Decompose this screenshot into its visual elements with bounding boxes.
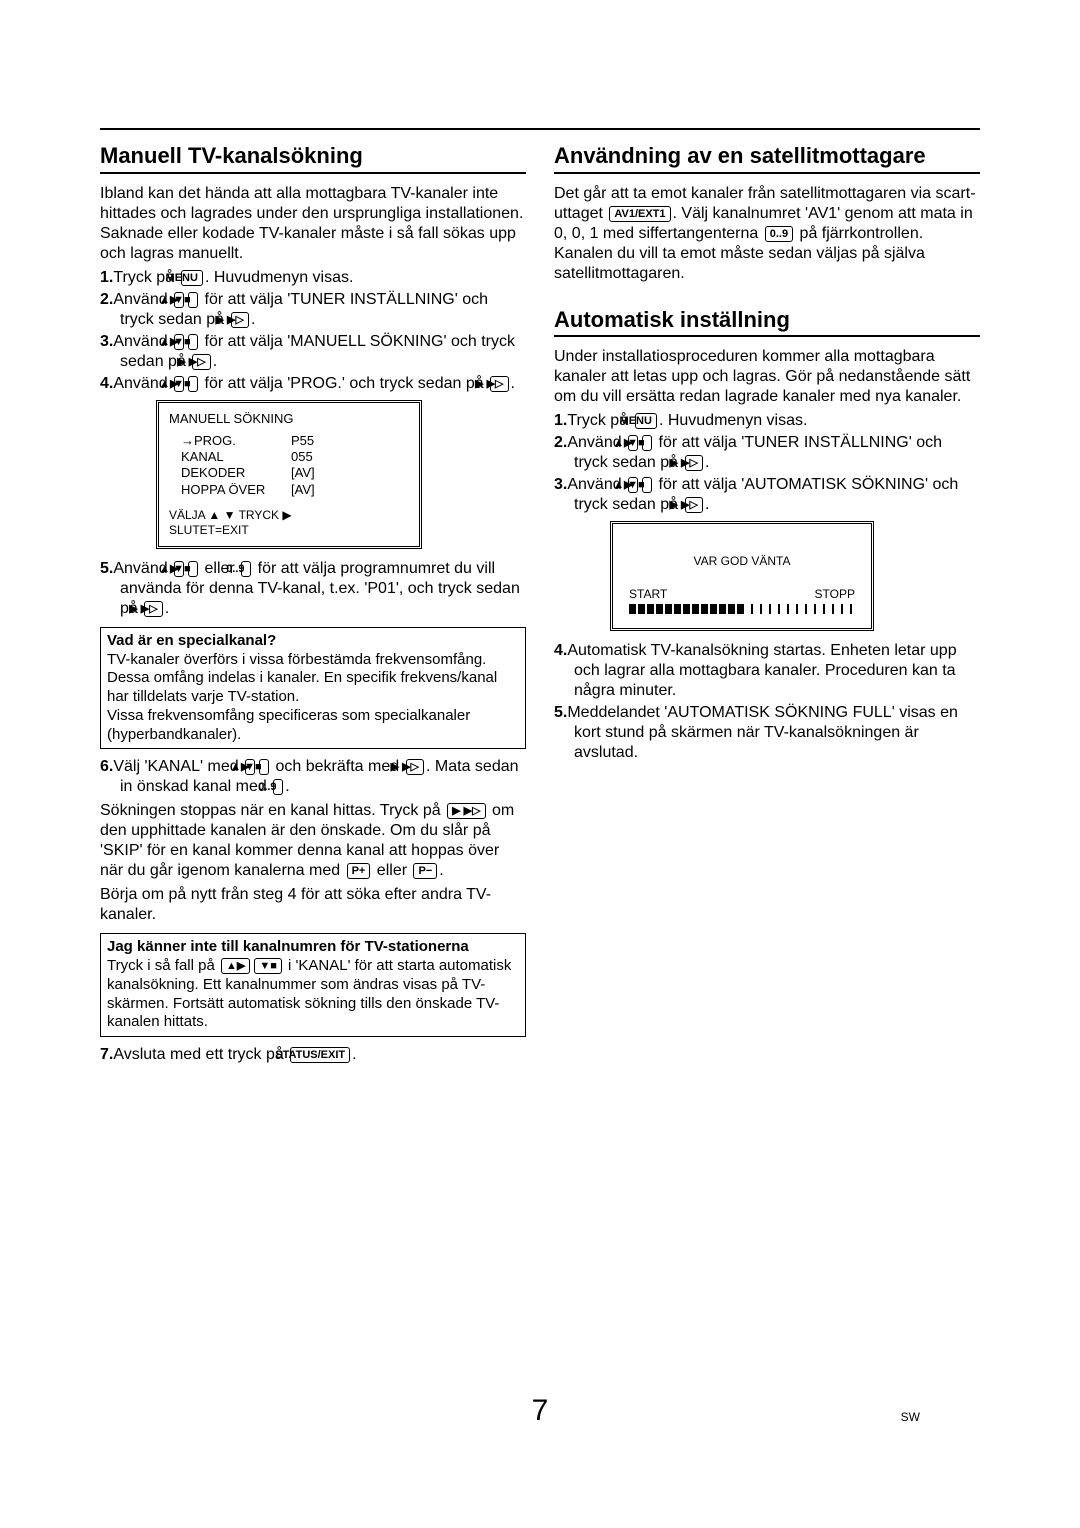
heading-rule [554, 335, 980, 337]
av1-ext1-icon: AV1/EXT1 [609, 206, 670, 222]
down-button-icon: ▼■ [188, 292, 198, 308]
play-button-icon: ▶ ▶▷ [192, 354, 210, 370]
play-button-icon: ▶ ▶▷ [447, 803, 485, 819]
step-5: 5.Meddelandet 'AUTOMATISK SÖKNING FULL' … [554, 703, 980, 763]
osd-title: MANUELL SÖKNING [169, 411, 409, 427]
paragraph: Under installatiosproceduren kommer alla… [554, 347, 980, 407]
paragraph: Börja om på nytt från steg 4 för att sök… [100, 885, 526, 925]
info-box-kanalnummer: Jag känner inte till kanalnumren för TV-… [100, 933, 526, 1037]
numpad-icon: 0..9 [765, 226, 793, 242]
heading-rule [100, 172, 526, 174]
page-language: SW [901, 1410, 920, 1424]
box-heading: Jag känner inte till kanalnumren för TV-… [107, 938, 469, 955]
box-text: TV-kanaler överförs i vissa förbestämda … [107, 651, 497, 743]
step-7: 7.Avsluta med ett tryck på STATUS/EXIT. [100, 1045, 526, 1065]
step-1: 1.Tryck på MENU. Huvudmenyn visas. [100, 268, 526, 288]
numpad-icon: 0..9 [273, 779, 283, 795]
progress-bar-icon [629, 604, 855, 614]
heading-rule [554, 172, 980, 174]
info-box-specialkanal: Vad är en specialkanal? TV-kanaler överf… [100, 627, 526, 750]
text: Meddelandet 'AUTOMATISK SÖKNING FULL' vi… [567, 704, 958, 761]
play-button-icon: ▶ ▶▷ [406, 759, 424, 775]
down-button-icon: ▼■ [188, 376, 198, 392]
down-button-icon: ▼■ [642, 435, 652, 451]
step-1: 1.Tryck på MENU. Huvudmenyn visas. [554, 411, 980, 431]
box-text: Tryck i så fall på [107, 957, 219, 974]
steps-list-auto-cont: 4.Automatisk TV-kanalsökning startas. En… [554, 641, 980, 763]
steps-list-cont2: 6.Välj 'KANAL' med ▲▶▼■ och bekräfta med… [100, 757, 526, 797]
step-2: 2.Använd ▲▶▼■ för att välja 'TUNER INSTÄ… [100, 290, 526, 330]
osd-manual-search: MANUELL SÖKNING →PROG.P55 KANAL055 DEKOD… [156, 400, 422, 549]
play-button-icon: ▶ ▶▷ [231, 312, 249, 328]
menu-button-icon: MENU [181, 270, 203, 286]
steps-list-cont3: 7.Avsluta med ett tryck på STATUS/EXIT. [100, 1045, 526, 1065]
step-2: 2.Använd ▲▶▼■ för att välja 'TUNER INSTÄ… [554, 433, 980, 473]
steps-list-cont: 5.Använd ▲▶▼■ eller 0..9 för att välja p… [100, 559, 526, 619]
down-button-icon: ▼■ [259, 759, 269, 775]
box-heading: Vad är en specialkanal? [107, 632, 276, 649]
osd-stopp-label: STOPP [815, 587, 855, 602]
columns: Manuell TV-kanalsökning Ibland kan det h… [100, 138, 980, 1069]
status-exit-icon: STATUS/EXIT [290, 1047, 350, 1063]
step-6: 6.Välj 'KANAL' med ▲▶▼■ och bekräfta med… [100, 757, 526, 797]
osd-row: KANAL055 [181, 449, 409, 465]
section-heading-satellite: Användning av en satellitmottagare [554, 142, 980, 170]
right-column: Användning av en satellitmottagare Det g… [554, 138, 980, 1069]
step-5: 5.Använd ▲▶▼■ eller 0..9 för att välja p… [100, 559, 526, 619]
osd-start-label: START [629, 587, 667, 602]
text: för att välja 'PROG.' och tryck sedan på [200, 375, 488, 392]
manual-page: Manuell TV-kanalsökning Ibland kan det h… [0, 0, 1080, 1528]
osd-footer: VÄLJA ▲ ▼ TRYCK ▶ SLUTET=EXIT [169, 508, 409, 538]
step-3: 3.Använd ▲▶▼■ för att välja 'MANUELL SÖK… [100, 332, 526, 372]
text: Avsluta med ett tryck på [113, 1046, 288, 1063]
left-column: Manuell TV-kanalsökning Ibland kan det h… [100, 138, 526, 1069]
play-button-icon: ▶ ▶▷ [685, 497, 703, 513]
osd-row: →PROG.P55 [181, 433, 409, 449]
down-button-icon: ▼■ [188, 561, 198, 577]
osd-auto-search: VAR GOD VÄNTA START STOPP [610, 521, 874, 631]
step-3: 3.Använd ▲▶▼■ för att välja 'AUTOMATISK … [554, 475, 980, 515]
text: . Huvudmenyn visas. [205, 269, 354, 286]
paragraph: Sökningen stoppas när en kanal hittas. T… [100, 801, 526, 881]
play-button-icon: ▶ ▶▷ [490, 376, 508, 392]
section-heading-auto: Automatisk inställning [554, 306, 980, 334]
step-4: 4.Använd ▲▶▼■ för att välja 'PROG.' och … [100, 374, 526, 394]
down-button-icon: ▼■ [642, 477, 652, 493]
osd-wait-text: VAR GOD VÄNTA [627, 554, 857, 569]
section-heading-manual: Manuell TV-kanalsökning [100, 142, 526, 170]
steps-list-auto: 1.Tryck på MENU. Huvudmenyn visas. 2.Anv… [554, 411, 980, 515]
steps-list: 1.Tryck på MENU. Huvudmenyn visas. 2.Anv… [100, 268, 526, 394]
pminus-icon: P− [413, 863, 437, 879]
step-4: 4.Automatisk TV-kanalsökning startas. En… [554, 641, 980, 701]
play-button-icon: ▶ ▶▷ [144, 601, 162, 617]
numpad-icon: 0..9 [241, 561, 251, 577]
menu-button-icon: MENU [635, 413, 657, 429]
text: och bekräfta med [271, 758, 404, 775]
intro-text: Ibland kan det hända att alla mottagbara… [100, 184, 526, 264]
paragraph: Det går att ta emot kanaler från satelli… [554, 184, 980, 284]
text: Automatisk TV-kanalsökning startas. Enhe… [567, 642, 956, 699]
text: . Huvudmenyn visas. [659, 412, 808, 429]
osd-row: DEKODER[AV] [181, 465, 409, 481]
pplus-icon: P+ [347, 863, 371, 879]
page-footer: 7 SW [0, 1394, 1080, 1428]
down-button-icon: ▼■ [254, 958, 282, 974]
osd-row: HOPPA ÖVER[AV] [181, 482, 409, 498]
play-button-icon: ▶ ▶▷ [685, 455, 703, 471]
down-button-icon: ▼■ [188, 334, 198, 350]
top-rule [100, 128, 980, 130]
up-button-icon: ▲▶ [221, 958, 250, 974]
page-number: 7 [532, 1394, 549, 1427]
text: Välj 'KANAL' med [113, 758, 243, 775]
